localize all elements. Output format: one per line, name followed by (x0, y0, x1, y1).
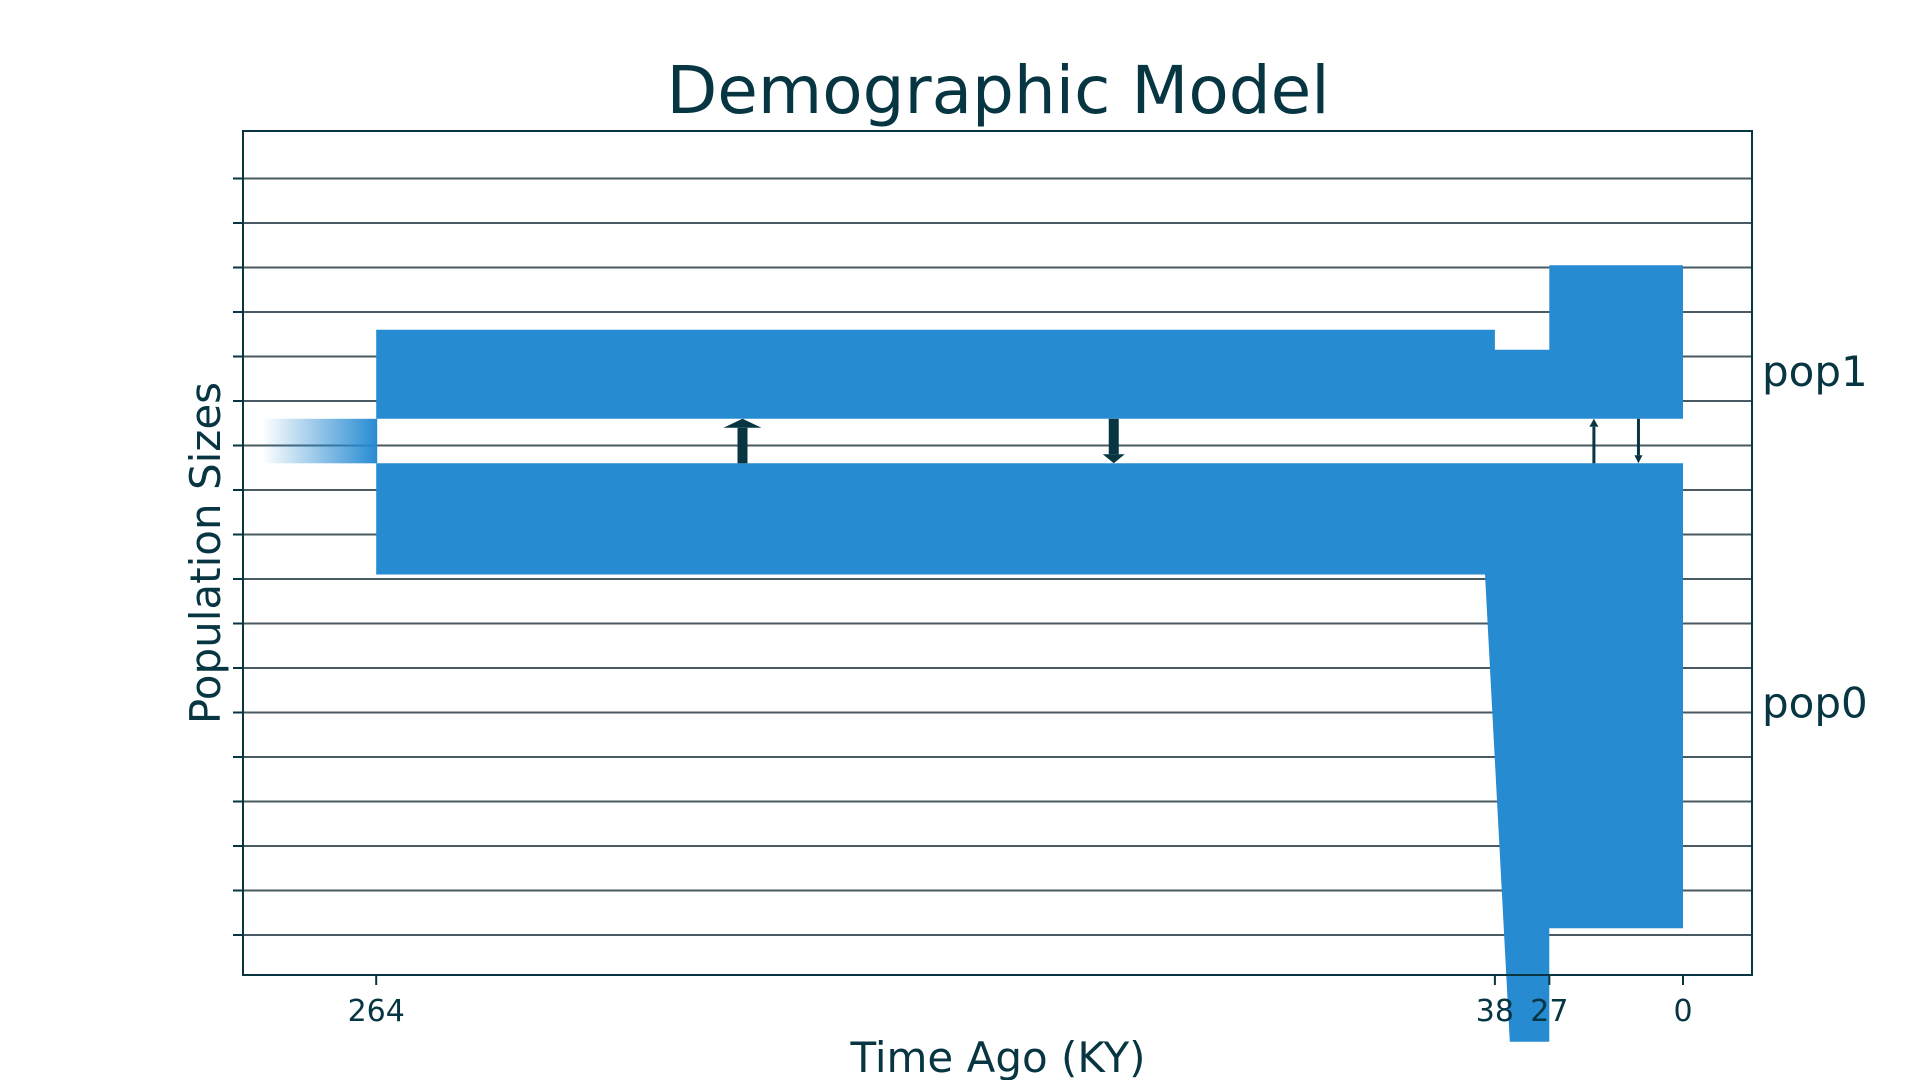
population-area-pop0 (376, 463, 1684, 1042)
plot-frame (242, 130, 1753, 976)
migration-arrow-up (1589, 418, 1599, 464)
ancestral-population-fade (262, 418, 378, 464)
x-tick-label: 264 (348, 994, 405, 1029)
migration-arrow-down (1102, 418, 1125, 464)
x-tick-label: 38 (1476, 994, 1514, 1029)
y-ticks (233, 177, 243, 936)
migration-arrows (723, 418, 1643, 464)
arrow-head (723, 418, 762, 428)
population-areas (262, 265, 1684, 1042)
x-tick-label: 0 (1673, 994, 1692, 1029)
arrow-shaft (1636, 418, 1640, 456)
arrow-head (1634, 455, 1643, 464)
x-tick-label: 27 (1530, 994, 1568, 1029)
arrow-head (1102, 454, 1125, 464)
chart-title: Demographic Model (666, 52, 1329, 129)
x-axis-label: Time Ago (KY) (849, 1033, 1145, 1080)
arrow-head (1589, 418, 1599, 427)
y-axis-label: Population Sizes (181, 382, 230, 724)
population-label-pop1: pop1 (1762, 347, 1868, 396)
arrow-shaft (737, 427, 748, 464)
x-axis-ticks: 264 38 27 0 (348, 975, 1693, 1029)
migration-arrow-up (723, 418, 762, 464)
population-labels: pop1 pop0 (1762, 347, 1868, 728)
arrow-shaft (1592, 426, 1596, 464)
population-label-pop0: pop0 (1762, 679, 1868, 728)
migration-arrow-down (1634, 418, 1643, 464)
population-area-pop1 (376, 265, 1684, 419)
arrow-shaft (1108, 418, 1119, 455)
